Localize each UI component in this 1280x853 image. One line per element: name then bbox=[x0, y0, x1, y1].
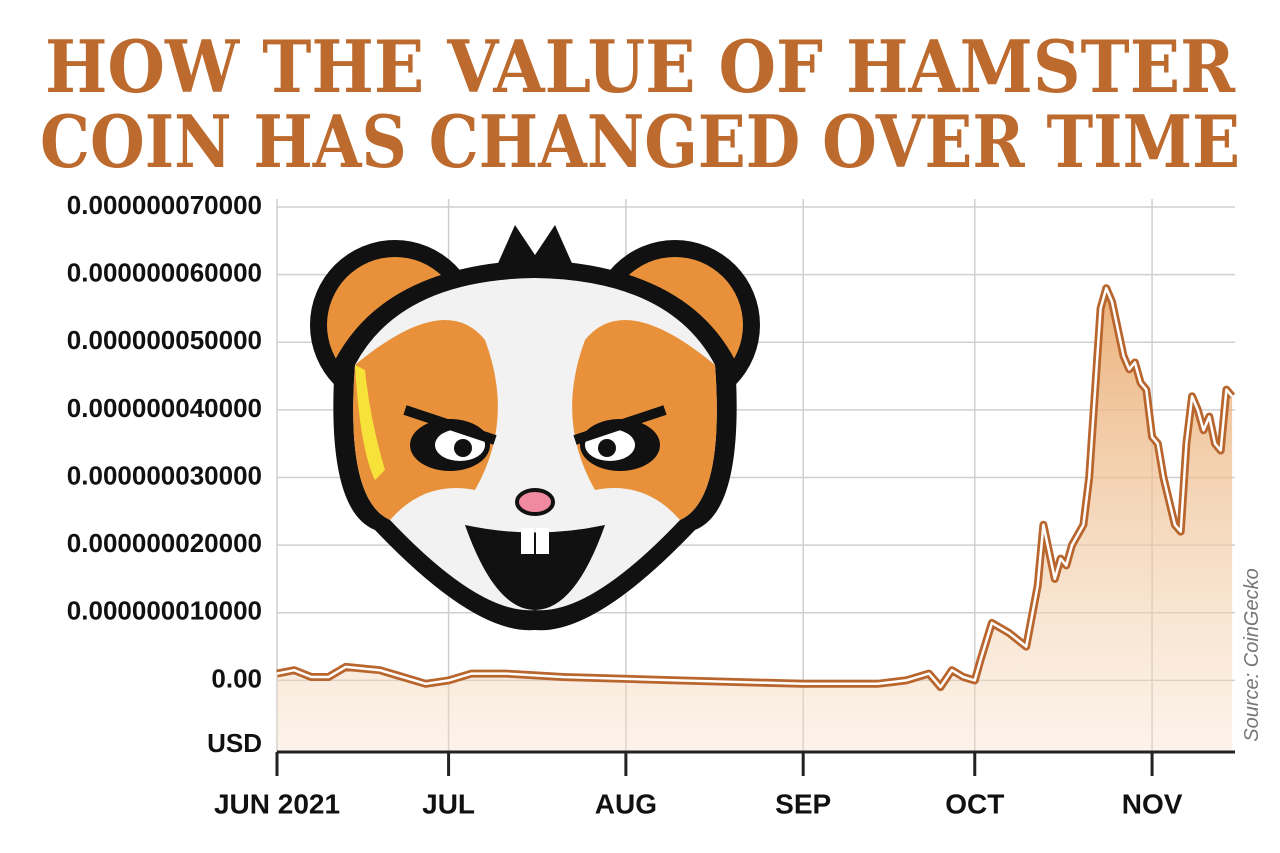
plot bbox=[276, 284, 1236, 752]
line bbox=[276, 286, 1234, 689]
hamster-illustration bbox=[310, 225, 760, 631]
y-tick-label: 0.000000040000 bbox=[67, 393, 262, 423]
y-tick-label: 0.00 bbox=[211, 663, 262, 693]
x-tick-label: JUL bbox=[422, 788, 475, 819]
y-axis-label: USD bbox=[207, 728, 262, 758]
y-tick-label: 0.000000070000 bbox=[67, 190, 262, 220]
x-tick-label: SEP bbox=[775, 788, 831, 819]
x-tick-label: JUN 2021 bbox=[214, 788, 340, 819]
x-tick-label: OCT bbox=[945, 788, 1004, 819]
x-tick-label: NOV bbox=[1122, 788, 1183, 819]
chart-title: COIN HAS CHANGED OVER TIME bbox=[40, 99, 1240, 184]
y-tick-label: 0.000000030000 bbox=[67, 460, 262, 490]
source-note: Source: CoinGecko bbox=[1241, 568, 1263, 741]
y-tick-label: 0.000000010000 bbox=[67, 596, 262, 626]
area bbox=[277, 288, 1233, 752]
x-tick-label: AUG bbox=[595, 788, 657, 819]
y-tick-label: 0.000000060000 bbox=[67, 258, 262, 288]
y-tick-label: 0.000000020000 bbox=[67, 528, 262, 558]
chart-title: HOW THE VALUE OF HAMSTER bbox=[45, 24, 1236, 109]
y-tick-label: 0.000000050000 bbox=[67, 325, 262, 355]
